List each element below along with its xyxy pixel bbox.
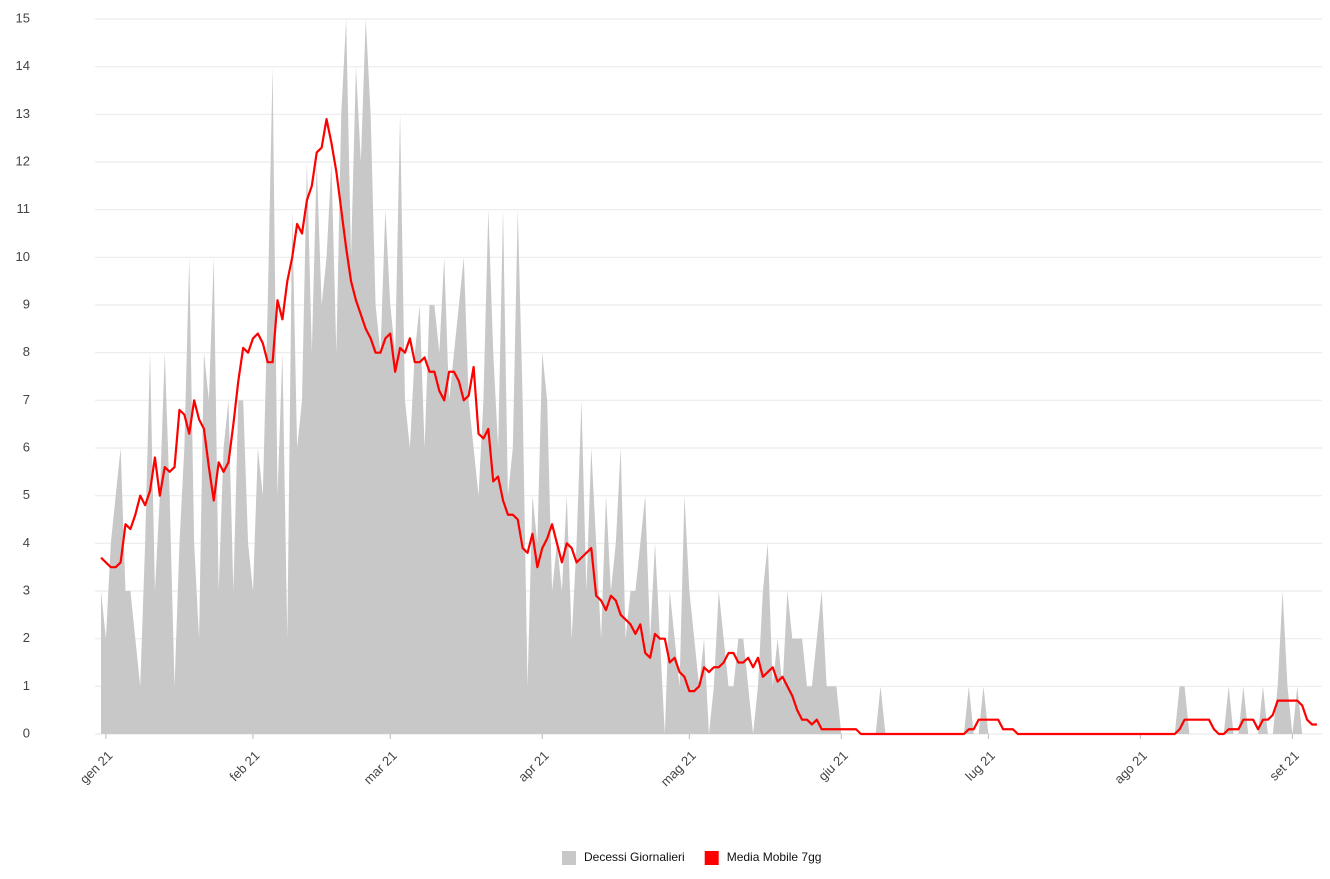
x-tick-label: gen 21 xyxy=(77,748,116,787)
x-tick-label: apr 21 xyxy=(515,748,552,785)
x-tick-label: set 21 xyxy=(1266,748,1302,784)
legend: Decessi Giornalieri Media Mobile 7gg xyxy=(562,850,821,865)
y-tick-label: 1 xyxy=(23,678,30,693)
y-tick-label: 15 xyxy=(16,10,30,25)
y-tick-label: 3 xyxy=(23,582,30,597)
legend-swatch xyxy=(704,851,719,865)
y-tick-label: 6 xyxy=(23,439,30,454)
y-tick-label: 9 xyxy=(23,296,30,311)
y-tick-label: 2 xyxy=(23,630,30,645)
legend-label: Media Mobile 7gg xyxy=(727,850,822,864)
x-tick-label: giu 21 xyxy=(815,748,851,784)
x-tick-label: feb 21 xyxy=(226,748,262,784)
x-tick-label: mar 21 xyxy=(361,748,400,787)
y-tick-label: 8 xyxy=(23,344,30,359)
area xyxy=(101,19,1317,734)
y-tick-label: 5 xyxy=(23,487,30,502)
y-tick-label: 11 xyxy=(17,201,31,216)
y-tick-label: 13 xyxy=(16,106,30,121)
y-tick-label: 4 xyxy=(23,535,30,550)
x-tick-label: mag 21 xyxy=(658,748,699,789)
legend-swatch xyxy=(562,851,576,865)
y-tick-label: 10 xyxy=(16,249,30,264)
legend-label: Decessi Giornalieri xyxy=(584,850,685,864)
y-tick-label: 14 xyxy=(16,58,30,73)
x-tick-label: lug 21 xyxy=(962,748,998,784)
x-tick-label: ago 21 xyxy=(1111,748,1150,787)
line xyxy=(100,118,1317,736)
y-tick-label: 12 xyxy=(16,153,30,168)
y-tick-label: 0 xyxy=(23,725,30,740)
y-tick-label: 7 xyxy=(23,392,30,407)
